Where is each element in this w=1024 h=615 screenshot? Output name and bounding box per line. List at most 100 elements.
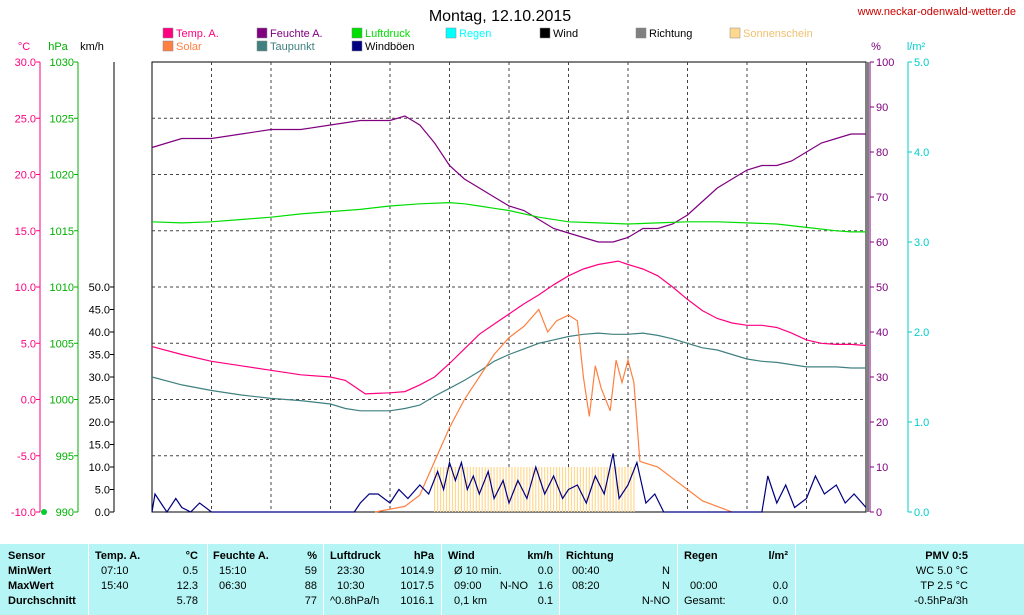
chart-axes: °C hPa km/h% l/m² 30.0 25.0 20.0 15.0 10.0 5.0 0.0… <box>11 41 929 519</box>
legend-swatch <box>351 40 363 52</box>
humidity-tick-label: 10 <box>876 462 888 474</box>
series-temp-a- <box>151 260 867 395</box>
wind-tick-label: 30.0 <box>89 372 110 384</box>
max-direction-time: 08:20 <box>572 580 600 592</box>
legend-label: Wind <box>553 28 578 40</box>
row-max-label: MaxWert <box>8 580 54 592</box>
pressure-tick-label: 1030 <box>50 57 74 69</box>
legend-swatch <box>729 27 741 39</box>
rain-tick-label: 0.0 <box>914 507 929 519</box>
rain-total-value: 0.0 <box>772 595 788 607</box>
pressure-tick-label: 995 <box>56 451 74 463</box>
wind-tick-label: 45.0 <box>89 305 110 317</box>
avg-pressure-value: 1016.1 <box>400 595 434 607</box>
max-wind-time: 09:00 <box>454 580 482 592</box>
min-wind-value: 0.0 <box>537 565 553 577</box>
header-sensor: Sensor <box>8 550 46 562</box>
humidity-tick-label: 80 <box>876 147 888 159</box>
wind-tick-label: 35.0 <box>89 350 110 362</box>
header-rain: Regen <box>684 550 718 562</box>
pressure-tick-label: 1000 <box>50 395 74 407</box>
header-temp-unit: °C <box>185 550 198 562</box>
max-pressure-value: 1017.5 <box>400 580 434 592</box>
wind-tick-label: 5.0 <box>95 485 110 497</box>
max-wind-value: 1.6 <box>537 580 553 592</box>
wind-tick-label: 25.0 <box>89 395 110 407</box>
pressure-tick-label: 1005 <box>50 338 74 350</box>
legend-swatch <box>635 27 647 39</box>
chart-title: Montag, 12.10.2015 <box>429 8 571 25</box>
series-feuchte-a- <box>151 115 866 243</box>
header-wind-unit: km/h <box>527 550 553 562</box>
pmv-dew-point: TP 2.5 °C <box>920 580 968 592</box>
humidity-tick-label: 70 <box>876 192 888 204</box>
header-pmv: PMV 0:5 <box>925 550 968 562</box>
legend-swatch <box>256 27 268 39</box>
pmv-wind-chill: WC 5.0 °C <box>915 565 968 577</box>
min-temp-time: 07:10 <box>101 565 129 577</box>
rain-tick-label: 2.0 <box>914 327 929 339</box>
statistics-panel: Sensor Temp. A. °C Feuchte A. % Luftdruc… <box>0 544 1024 615</box>
pressure-trend-3h: -0.5hPa/3h <box>914 595 968 607</box>
rain-zero-marker <box>41 509 47 515</box>
rain-tick-label: 4.0 <box>914 147 929 159</box>
avg-direction-value: N-NO <box>641 595 670 607</box>
avg-humidity-value: 77 <box>304 595 317 607</box>
humidity-tick-label: 50 <box>876 282 888 294</box>
min-pressure-value: 1014.9 <box>400 565 434 577</box>
min-direction-time: 00:40 <box>572 565 600 577</box>
legend-swatch <box>162 27 174 39</box>
chart-series <box>41 115 867 515</box>
header-wind: Wind <box>448 550 475 562</box>
pressure-tick-label: 1010 <box>50 282 74 294</box>
humidity-tick-label: 0 <box>876 507 882 519</box>
legend-swatch <box>162 40 174 52</box>
humidity-tick-label: 20 <box>876 417 888 429</box>
wind-unit-label: km/h <box>80 41 104 53</box>
rain-unit-label: l/m² <box>907 41 926 53</box>
min-wind-time: Ø 10 min. <box>454 565 502 577</box>
humidity-tick-label: 30 <box>876 372 888 384</box>
temp-tick-label: 20.0 <box>15 170 36 182</box>
temp-tick-label: -5.0 <box>17 451 36 463</box>
row-min-label: MinWert <box>8 565 52 577</box>
site-url[interactable]: www.neckar-odenwald-wetter.de <box>857 6 1016 18</box>
wind-tick-label: 10.0 <box>89 462 110 474</box>
wind-run: 0,1 km <box>454 595 488 607</box>
humidity-tick-label: 100 <box>876 57 894 69</box>
legend-swatch <box>539 27 551 39</box>
avg-wind-value: 0.1 <box>537 595 553 607</box>
max-rain-value: 0.0 <box>772 580 788 592</box>
max-direction-value: N <box>662 580 670 592</box>
pressure-unit-label: hPa <box>48 41 68 53</box>
wind-tick-label: 15.0 <box>89 440 110 452</box>
pressure-tick-label: 1015 <box>50 226 74 238</box>
header-pressure: Luftdruck <box>330 550 381 562</box>
legend-swatch <box>256 40 268 52</box>
humidity-unit-label: % <box>871 41 881 53</box>
max-pressure-time: 10:30 <box>337 580 365 592</box>
temp-unit-label: °C <box>18 41 30 53</box>
legend-label: Sonnenschein <box>743 28 813 40</box>
header-pressure-unit: hPa <box>413 550 434 562</box>
max-humidity-time: 06:30 <box>219 580 247 592</box>
max-wind-direction: N-NO <box>499 580 528 592</box>
temp-tick-label: 30.0 <box>15 57 36 69</box>
legend-swatch <box>351 27 363 39</box>
header-humidity: Feuchte A. <box>213 550 269 562</box>
rain-tick-label: 1.0 <box>914 417 929 429</box>
avg-temp-value: 5.78 <box>176 595 198 607</box>
min-direction-value: N <box>662 565 670 577</box>
series-taupunkt <box>151 332 866 412</box>
header-temp: Temp. A. <box>95 550 141 562</box>
pressure-tick-label: 990 <box>56 507 74 519</box>
wind-tick-label: 50.0 <box>89 282 110 294</box>
chart-grid <box>151 61 869 513</box>
max-rain-time: 00:00 <box>690 580 718 592</box>
temp-tick-label: 5.0 <box>21 338 36 350</box>
humidity-tick-label: 90 <box>876 102 888 114</box>
wind-tick-label: 0.0 <box>95 507 110 519</box>
humidity-tick-label: 40 <box>876 327 888 339</box>
min-humidity-value: 59 <box>304 565 317 577</box>
max-humidity-value: 88 <box>304 580 317 592</box>
